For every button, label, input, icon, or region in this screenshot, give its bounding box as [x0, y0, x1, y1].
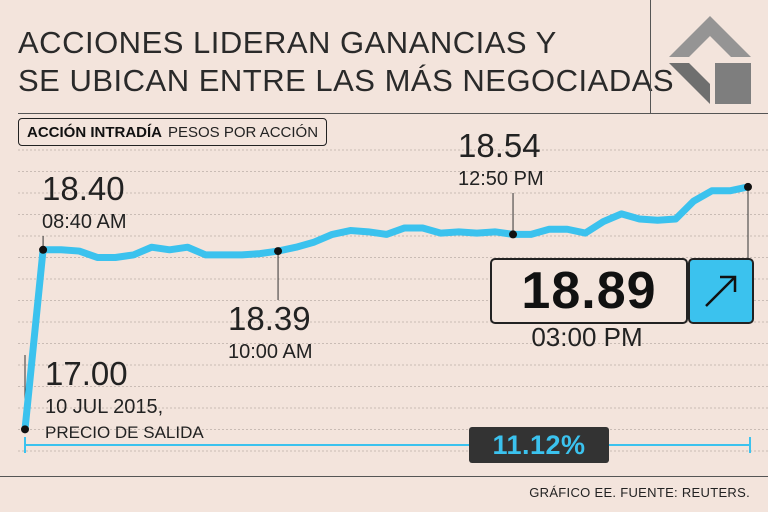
annotation-point: [509, 230, 518, 239]
chart-title: ACCIONES LIDERAN GANANCIAS Y SE UBICAN E…: [18, 24, 675, 100]
annotation-point: [744, 182, 752, 191]
annotation-points: [21, 182, 752, 434]
el-economista-logo-icon: [669, 16, 751, 104]
last-value-time: 03:00 PM: [531, 322, 643, 352]
last-value: 18.89: [521, 262, 657, 320]
annotation-value: 18.40: [42, 170, 125, 207]
annotation-point: [274, 247, 283, 256]
annotation-time: 10:00 AM: [228, 341, 313, 363]
source-credit: GRÁFICO EE. FUENTE: REUTERS.: [529, 485, 750, 500]
change-percent-badge: 11.12%: [469, 427, 609, 463]
annotation-time: 12:50 PM: [458, 168, 544, 190]
subtitle-units: PESOS POR ACCIÓN: [168, 123, 319, 141]
series-line: [21, 183, 752, 433]
title-line-2: SE UBICAN ENTRE LAS MÁS NEGOCIADAS: [18, 63, 675, 98]
annotation-value: 18.39: [228, 300, 311, 337]
subtitle-bold: ACCIÓN INTRADÍA: [27, 123, 162, 141]
annotation-time: 10 JUL 2015,: [45, 396, 163, 418]
header-divider-horizontal: [18, 113, 768, 114]
arrow-up-right-icon: [688, 258, 754, 324]
footer-divider: [0, 476, 768, 477]
title-line-1: ACCIONES LIDERAN GANANCIAS Y: [18, 25, 557, 60]
annotation-point: [39, 245, 48, 254]
annotation-value: 18.54: [458, 127, 541, 164]
annotation-point: [21, 425, 29, 434]
last-value-box: 18.89: [490, 258, 688, 324]
chart-subtitle: ACCIÓN INTRADÍA PESOS POR ACCIÓN: [18, 118, 328, 146]
range-bracket: [24, 437, 751, 453]
header-divider-vertical: [650, 0, 651, 114]
annotation-time: 08:40 AM: [42, 211, 127, 233]
annotation-labels: 17.00 10 JUL 2015, PRECIO DE SALIDA 18.40 08…: [42, 127, 544, 442]
change-percent: 11.12%: [492, 429, 586, 460]
annotation-note: PRECIO DE SALIDA: [45, 423, 204, 442]
annotation-value: 17.00: [45, 355, 128, 392]
